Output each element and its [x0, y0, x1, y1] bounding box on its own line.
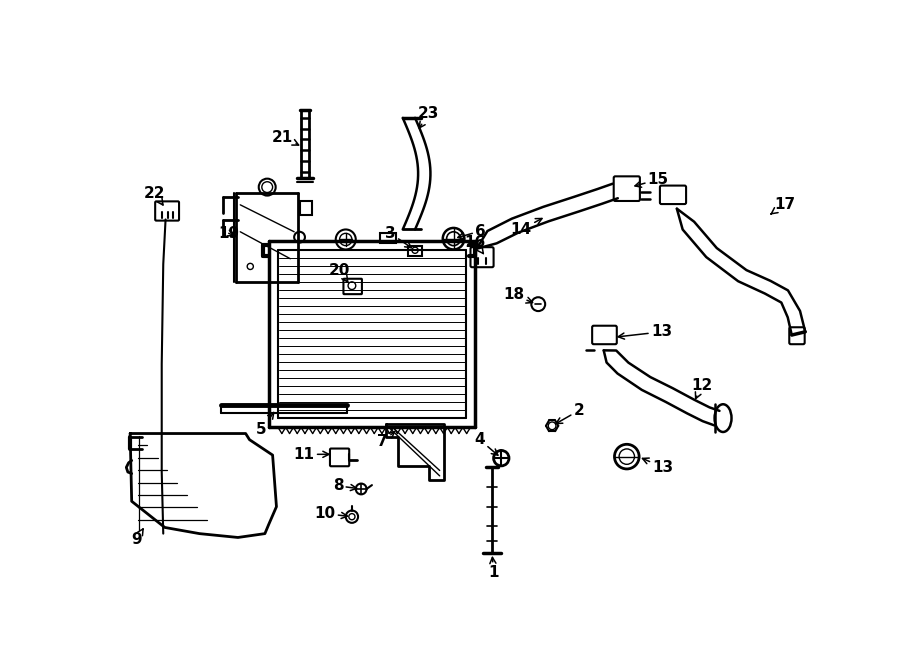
Text: 18: 18 — [503, 288, 533, 303]
Text: 6: 6 — [458, 223, 486, 239]
Text: 15: 15 — [635, 172, 669, 187]
Text: 2: 2 — [556, 403, 584, 424]
Text: 13: 13 — [643, 458, 673, 475]
Text: 23: 23 — [418, 106, 439, 128]
Text: 11: 11 — [293, 447, 328, 462]
Text: 7: 7 — [377, 432, 394, 449]
Text: 14: 14 — [510, 219, 542, 237]
Text: 20: 20 — [328, 263, 350, 282]
Text: 17: 17 — [771, 196, 796, 214]
Text: 13: 13 — [618, 325, 672, 339]
Text: 16: 16 — [464, 235, 486, 254]
Text: 8: 8 — [333, 479, 356, 493]
Text: 19: 19 — [218, 226, 239, 241]
Text: 12: 12 — [691, 378, 712, 399]
Text: 3: 3 — [385, 226, 411, 248]
Text: 5: 5 — [256, 412, 274, 437]
Text: 10: 10 — [314, 506, 347, 521]
Text: 9: 9 — [131, 529, 143, 547]
Text: 4: 4 — [474, 432, 498, 455]
Text: 22: 22 — [144, 186, 166, 205]
Text: 21: 21 — [272, 130, 299, 145]
Text: 1: 1 — [489, 557, 499, 580]
